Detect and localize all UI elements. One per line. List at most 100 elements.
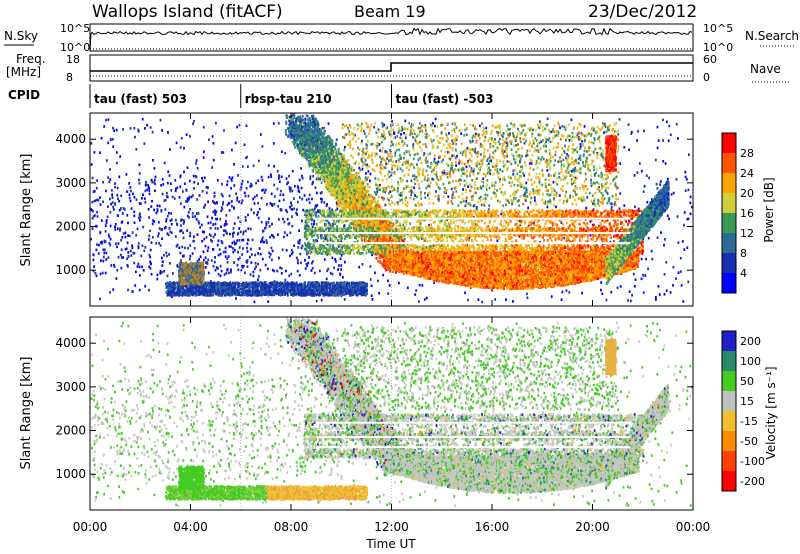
heatmap-cell — [488, 162, 490, 165]
heatmap-cell — [116, 246, 118, 249]
heatmap-cell — [280, 190, 282, 193]
heatmap-cell — [286, 177, 288, 180]
heatmap-cell — [326, 278, 328, 281]
heatmap-cell — [244, 192, 246, 195]
heatmap-cell — [253, 212, 255, 215]
heatmap-cell — [114, 226, 116, 229]
heatmap-cell — [241, 265, 243, 268]
heatmap-cell — [268, 164, 270, 167]
heatmap-cell — [278, 174, 280, 177]
heatmap-cell — [277, 170, 279, 173]
heatmap-cell — [149, 193, 151, 196]
heatmap-cell — [261, 221, 263, 224]
heatmap-cell — [164, 208, 166, 211]
heatmap-cell — [304, 259, 306, 262]
heatmap-cell — [233, 227, 235, 230]
heatmap-cell — [199, 226, 201, 229]
heatmap-cell — [93, 259, 95, 262]
heatmap-cell — [155, 242, 157, 245]
heatmap-cell — [481, 301, 483, 304]
heatmap-cell — [215, 122, 217, 125]
heatmap-cell — [132, 247, 134, 250]
heatmap-cell — [141, 197, 143, 200]
heatmap-cell — [183, 222, 185, 225]
heatmap-cell — [203, 156, 205, 159]
heatmap-cell — [566, 289, 568, 292]
heatmap-cell — [122, 128, 124, 131]
heatmap-cell — [309, 177, 311, 180]
heatmap-cell — [148, 190, 150, 193]
heatmap-cell — [260, 133, 262, 136]
heatmap-cell — [175, 190, 177, 193]
heatmap-cell — [122, 212, 124, 215]
heatmap-cell — [603, 131, 605, 134]
heatmap-cell — [299, 196, 301, 199]
heatmap-cell — [246, 261, 248, 264]
heatmap-cell — [212, 248, 214, 251]
heatmap-cell — [327, 268, 329, 271]
heatmap-cell — [203, 259, 205, 262]
heatmap-cell — [291, 215, 293, 218]
heatmap-cell — [192, 252, 194, 255]
heatmap-cell — [666, 289, 668, 292]
heatmap-cell — [527, 297, 529, 300]
heatmap-cell — [102, 248, 104, 251]
heatmap-cell — [651, 250, 653, 253]
heatmap-cell — [688, 218, 690, 221]
heatmap-cell — [189, 180, 191, 183]
heatmap-cell — [645, 274, 647, 277]
heatmap-cell — [224, 223, 226, 226]
heatmap-cell — [268, 176, 270, 179]
heatmap-cell — [161, 237, 163, 240]
heatmap-cell — [260, 253, 262, 256]
heatmap-cell — [568, 291, 570, 294]
heatmap-cell — [99, 151, 101, 154]
heatmap-cell — [312, 181, 314, 184]
heatmap-cell — [273, 122, 275, 125]
heatmap-cell — [215, 213, 217, 216]
heatmap-cell — [658, 139, 660, 142]
heatmap-cell — [137, 129, 139, 132]
heatmap-cell — [643, 130, 645, 133]
heatmap-cell — [108, 234, 110, 237]
heatmap-cell — [283, 236, 285, 239]
heatmap-cell — [268, 217, 270, 220]
heatmap-cell — [185, 200, 187, 203]
heatmap-cell — [237, 251, 239, 254]
heatmap-cell — [656, 183, 658, 186]
freq-tick-bottom: 8 — [66, 71, 73, 84]
heatmap-cell — [285, 270, 287, 273]
heatmap-cell — [250, 261, 252, 264]
heatmap-cell — [197, 167, 199, 170]
heatmap-cell — [261, 239, 263, 242]
heatmap-cell — [192, 123, 194, 126]
heatmap-cell — [112, 145, 114, 148]
heatmap-cell — [658, 285, 660, 288]
heatmap-cell — [467, 185, 469, 188]
heatmap-cell — [271, 193, 273, 196]
heatmap-cell — [132, 290, 134, 293]
heatmap-cell — [165, 251, 167, 254]
heatmap-cell — [284, 231, 286, 234]
heatmap-cell — [144, 142, 146, 145]
heatmap-cell — [500, 213, 502, 216]
heatmap-cell — [641, 170, 643, 173]
heatmap-cell — [323, 201, 325, 204]
heatmap-cell — [247, 238, 249, 241]
heatmap-cell — [646, 174, 648, 177]
heatmap-cell — [100, 273, 102, 276]
heatmap-cell — [103, 256, 105, 259]
nave-tick-top: 60 — [703, 53, 717, 66]
heatmap-cell — [629, 290, 631, 293]
heatmap-cell — [237, 232, 239, 235]
heatmap-cell — [226, 184, 228, 187]
heatmap-cell — [328, 122, 330, 125]
heatmap-cell — [177, 265, 179, 268]
heatmap-cell — [340, 264, 342, 267]
heatmap-cell — [148, 266, 150, 269]
heatmap-cell — [92, 177, 94, 180]
heatmap-cell — [290, 273, 292, 276]
heatmap-cell — [407, 287, 409, 290]
heatmap-cell — [183, 206, 185, 209]
heatmap-cell — [664, 273, 666, 276]
